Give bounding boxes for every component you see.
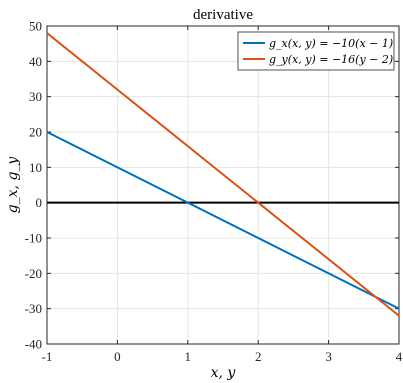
x-tick-label: -1 [42, 349, 53, 364]
series [46, 32, 400, 317]
legend-box [237, 31, 395, 71]
series-line-2 [46, 32, 400, 317]
y-tick-label: -30 [25, 301, 42, 316]
x-tick-label: 3 [325, 349, 332, 364]
y-tick-label: 10 [29, 160, 42, 175]
legend: g_x(x, y) = −10(x − 1) g_y(x, y) = −16(y … [237, 31, 395, 71]
y-tick-label: 30 [29, 89, 42, 104]
y-tick-label: -20 [25, 266, 42, 281]
x-tick-label: 2 [255, 349, 262, 364]
y-tick-label: 20 [29, 125, 42, 140]
x-tick-label: 1 [185, 349, 192, 364]
y-tick-label: -10 [25, 231, 42, 246]
y-tick-label: -40 [25, 337, 42, 352]
x-axis-label: x, y [211, 365, 237, 381]
series-line-1 [46, 131, 400, 310]
grid [46, 25, 400, 345]
legend-label-1: g_x(x, y) = −10(x − 1) [269, 37, 393, 50]
plot-frame [46, 25, 400, 345]
x-tick-label: 0 [114, 349, 121, 364]
y-tick-label: 40 [29, 54, 42, 69]
y-tick-label: 50 [29, 19, 42, 34]
legend-label-2: g_y(x, y) = −16(y − 2) [269, 53, 393, 66]
x-tick-label: 4 [396, 349, 403, 364]
chart-title: derivative [193, 7, 253, 23]
y-tick-label: 0 [36, 195, 43, 210]
y-axis-label: g_x, g_y [5, 156, 21, 214]
